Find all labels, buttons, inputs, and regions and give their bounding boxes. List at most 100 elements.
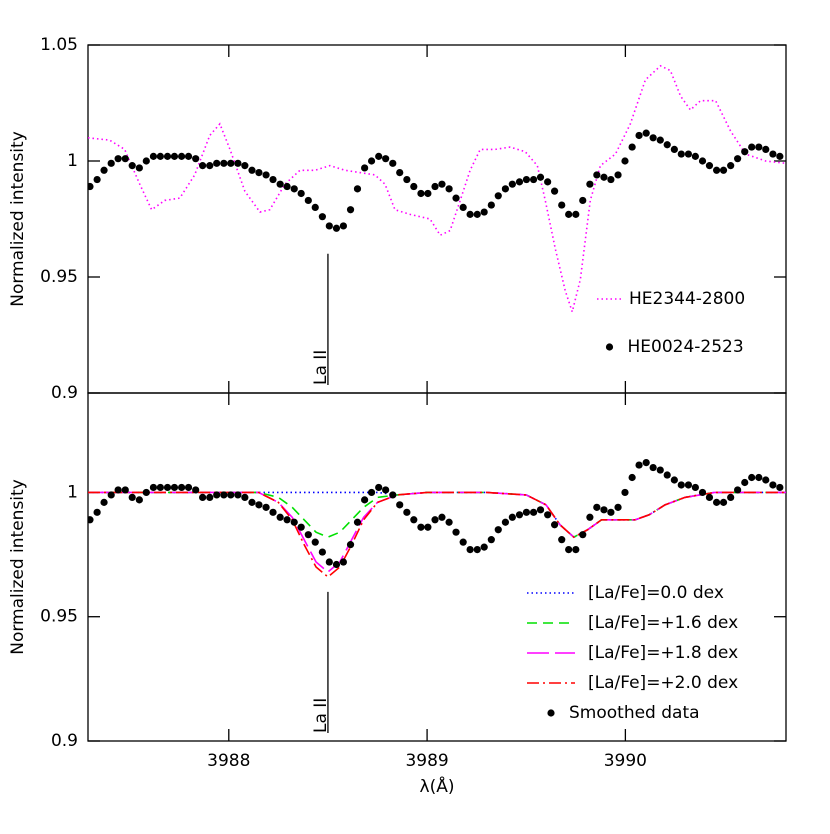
data-point bbox=[501, 518, 510, 526]
legend-marker bbox=[547, 709, 555, 717]
data-point bbox=[445, 518, 453, 526]
data-point bbox=[741, 148, 749, 156]
data-point bbox=[382, 155, 390, 163]
legend-label: [La/Fe]=0.0 dex bbox=[588, 583, 724, 603]
data-point bbox=[276, 180, 284, 188]
data-point bbox=[642, 459, 650, 467]
data-point bbox=[593, 171, 601, 179]
data-point bbox=[192, 155, 200, 163]
data-point bbox=[593, 503, 601, 511]
plot-area bbox=[88, 64, 786, 315]
data-point bbox=[663, 471, 671, 479]
data-point bbox=[318, 548, 326, 556]
data-point bbox=[184, 483, 193, 492]
data-point bbox=[93, 508, 101, 516]
data-point bbox=[339, 558, 348, 566]
data-point bbox=[438, 513, 446, 521]
data-point bbox=[635, 461, 643, 469]
data-point bbox=[579, 531, 587, 539]
y-tick-label: 0.9 bbox=[51, 731, 78, 751]
data-point bbox=[93, 175, 101, 184]
data-point bbox=[431, 516, 439, 524]
data-point bbox=[88, 516, 94, 524]
legend-label: HE2344-2800 bbox=[629, 289, 745, 309]
data-point bbox=[269, 175, 277, 184]
data-point bbox=[719, 166, 728, 174]
y-tick-label: 1 bbox=[67, 482, 78, 502]
data-point bbox=[199, 162, 207, 170]
data-point bbox=[227, 159, 235, 167]
x-tick-label: 3990 bbox=[604, 751, 647, 771]
data-point bbox=[459, 203, 467, 211]
data-point bbox=[276, 513, 284, 521]
data-point bbox=[600, 173, 608, 181]
data-point bbox=[177, 483, 186, 492]
data-point bbox=[389, 159, 397, 167]
data-point bbox=[213, 491, 221, 499]
data-point bbox=[241, 493, 249, 501]
data-point bbox=[262, 503, 270, 511]
data-point bbox=[213, 159, 221, 167]
legend-label: [La/Fe]=+2.0 dex bbox=[588, 673, 738, 693]
plot-frame bbox=[87, 392, 787, 742]
data-point bbox=[396, 501, 404, 509]
y-axis-label: Normalized intensity bbox=[8, 131, 28, 307]
data-point bbox=[234, 491, 242, 499]
data-point bbox=[649, 134, 657, 142]
data-point bbox=[705, 493, 714, 501]
data-point bbox=[748, 473, 756, 482]
data-point bbox=[283, 182, 291, 191]
data-point bbox=[712, 498, 721, 506]
data-point bbox=[199, 493, 207, 501]
data-point bbox=[128, 493, 136, 501]
data-point bbox=[304, 196, 312, 205]
data-point bbox=[290, 185, 298, 193]
annotation-label: La II bbox=[311, 698, 331, 733]
data-point bbox=[663, 141, 671, 149]
data-point bbox=[220, 159, 228, 167]
data-point bbox=[473, 546, 481, 554]
legend-label: [La/Fe]=+1.6 dex bbox=[588, 613, 738, 633]
data-point bbox=[255, 501, 263, 509]
data-point bbox=[649, 463, 657, 472]
data-point bbox=[522, 508, 531, 516]
data-point bbox=[445, 185, 453, 193]
y-tick-label: 0.95 bbox=[40, 607, 78, 627]
data-point bbox=[389, 491, 397, 499]
data-point bbox=[466, 546, 474, 554]
data-point bbox=[494, 526, 502, 534]
data-point bbox=[550, 187, 559, 195]
data-point bbox=[727, 493, 735, 501]
data-point bbox=[769, 150, 777, 158]
data-point bbox=[431, 182, 439, 191]
data-point bbox=[424, 523, 432, 531]
data-point bbox=[297, 189, 305, 198]
data-point bbox=[684, 150, 693, 158]
data-point bbox=[417, 523, 425, 531]
data-point bbox=[769, 481, 777, 489]
data-point bbox=[459, 538, 467, 546]
data-point bbox=[550, 521, 559, 529]
data-point bbox=[403, 508, 411, 516]
data-point bbox=[339, 222, 348, 230]
data-point bbox=[544, 178, 552, 186]
data-point bbox=[677, 150, 685, 158]
data-point bbox=[325, 558, 333, 566]
data-point bbox=[748, 143, 756, 151]
data-point bbox=[206, 493, 214, 501]
data-point bbox=[755, 473, 763, 482]
data-point bbox=[107, 159, 115, 167]
data-point bbox=[192, 486, 200, 494]
data-point bbox=[480, 208, 488, 216]
data-point bbox=[635, 131, 643, 140]
data-point bbox=[529, 508, 538, 516]
data-point bbox=[734, 486, 742, 494]
data-point bbox=[311, 203, 319, 211]
series-line bbox=[88, 491, 786, 578]
data-point bbox=[375, 152, 383, 160]
data-point bbox=[755, 143, 763, 151]
data-point bbox=[480, 543, 488, 551]
data-point bbox=[656, 136, 664, 144]
data-point bbox=[776, 483, 784, 492]
